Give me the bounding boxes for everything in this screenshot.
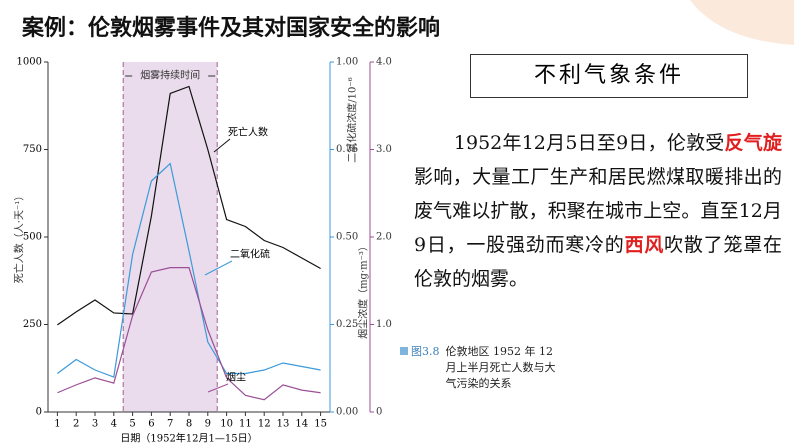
- decoration: [690, 0, 794, 45]
- series-label: 二氧化硫: [230, 248, 270, 261]
- y2-tick-label: 0.25: [336, 319, 358, 330]
- x-tick-label: 10: [220, 419, 233, 430]
- y-tick-label: 0: [36, 407, 42, 418]
- series-label: 烟尘: [226, 371, 246, 384]
- x-tick-label: 12: [258, 419, 271, 430]
- y-tick-label: 500: [23, 232, 42, 243]
- x-tick-label: 8: [186, 419, 192, 430]
- paragraph-text: 吹散了笼罩在伦敦的烟雾。: [414, 234, 782, 290]
- x-tick-label: 7: [167, 419, 173, 430]
- caption-text: 伦敦地区 1952 年 12 月上半月死亡人数与大气污染的关系: [445, 345, 556, 390]
- y-tick-label: 1000: [17, 57, 42, 68]
- x-tick-label: 6: [148, 419, 154, 430]
- label-arrow: [204, 260, 233, 276]
- y3-tick-label: 4.0: [376, 57, 392, 68]
- x-tick-label: 13: [277, 419, 290, 430]
- caption: 图3.8 伦敦地区 1952 年 12 月上半月死亡人数与大气污染的关系: [400, 344, 580, 392]
- y2-tick-label: 0.75: [336, 144, 358, 155]
- y3-tick-label: 0: [376, 407, 382, 418]
- fog-shade: [123, 62, 218, 412]
- shade-label: 烟雾持续时间: [140, 69, 200, 82]
- series-line: [57, 267, 321, 401]
- paragraph-text: 反气旋: [724, 132, 782, 154]
- box-title: 不利气象条件: [470, 54, 748, 98]
- series-label: 死亡人数: [228, 126, 268, 139]
- y2-tick-label: 0.50: [336, 232, 358, 243]
- y3-tick-label: 1.0: [376, 319, 392, 330]
- y2-axis-title: 二氧化硫浓度/10⁻⁶: [346, 77, 359, 162]
- paragraph-text: 影响，大量工厂生产和居民燃煤取暖排出的废气难以扩散，积聚在城市上空。直至12月9…: [414, 166, 782, 256]
- y3-axis-title: 烟尘浓度（mg·m⁻³）: [357, 241, 370, 339]
- label-arrow: [213, 138, 231, 153]
- y2-tick-label: 1.00: [336, 57, 358, 68]
- x-tick-label: 15: [314, 419, 327, 430]
- y3-tick-label: 2.0: [376, 232, 392, 243]
- x-axis-title: 日期（1952年12月1—15日）: [120, 432, 257, 445]
- x-tick-label: 5: [129, 419, 135, 430]
- x-tick-label: 9: [205, 419, 211, 430]
- paragraph-text: 1952年12月5日至9日，伦敦受: [453, 132, 725, 154]
- y-axis-title: 死亡人数（人·天⁻¹）: [13, 191, 26, 283]
- series-line: [57, 85, 321, 326]
- slide-title: 案例：伦敦烟雾事件及其对国家安全的影响: [22, 16, 441, 41]
- caption-marker: [400, 347, 408, 355]
- y-tick-label: 750: [23, 144, 42, 155]
- x-tick-label: 14: [295, 419, 308, 430]
- y-tick-label: 250: [23, 319, 42, 330]
- caption-number: 图3.8: [411, 345, 440, 358]
- y2-tick-label: 0.00: [336, 407, 358, 418]
- x-tick-label: 2: [73, 419, 79, 430]
- label-arrow: [207, 383, 229, 393]
- x-tick-label: 11: [239, 419, 252, 430]
- x-tick-label: 4: [111, 419, 117, 430]
- y3-tick-label: 3.0: [376, 144, 392, 155]
- paragraph-text: 西风: [624, 234, 665, 256]
- series-line: [57, 162, 321, 378]
- x-tick-label: 1: [54, 419, 60, 430]
- paragraph: 1952年12月5日至9日，伦敦受反气旋影响，大量工厂生产和居民燃煤取暖排出的废…: [414, 126, 782, 296]
- x-tick-label: 3: [92, 419, 98, 430]
